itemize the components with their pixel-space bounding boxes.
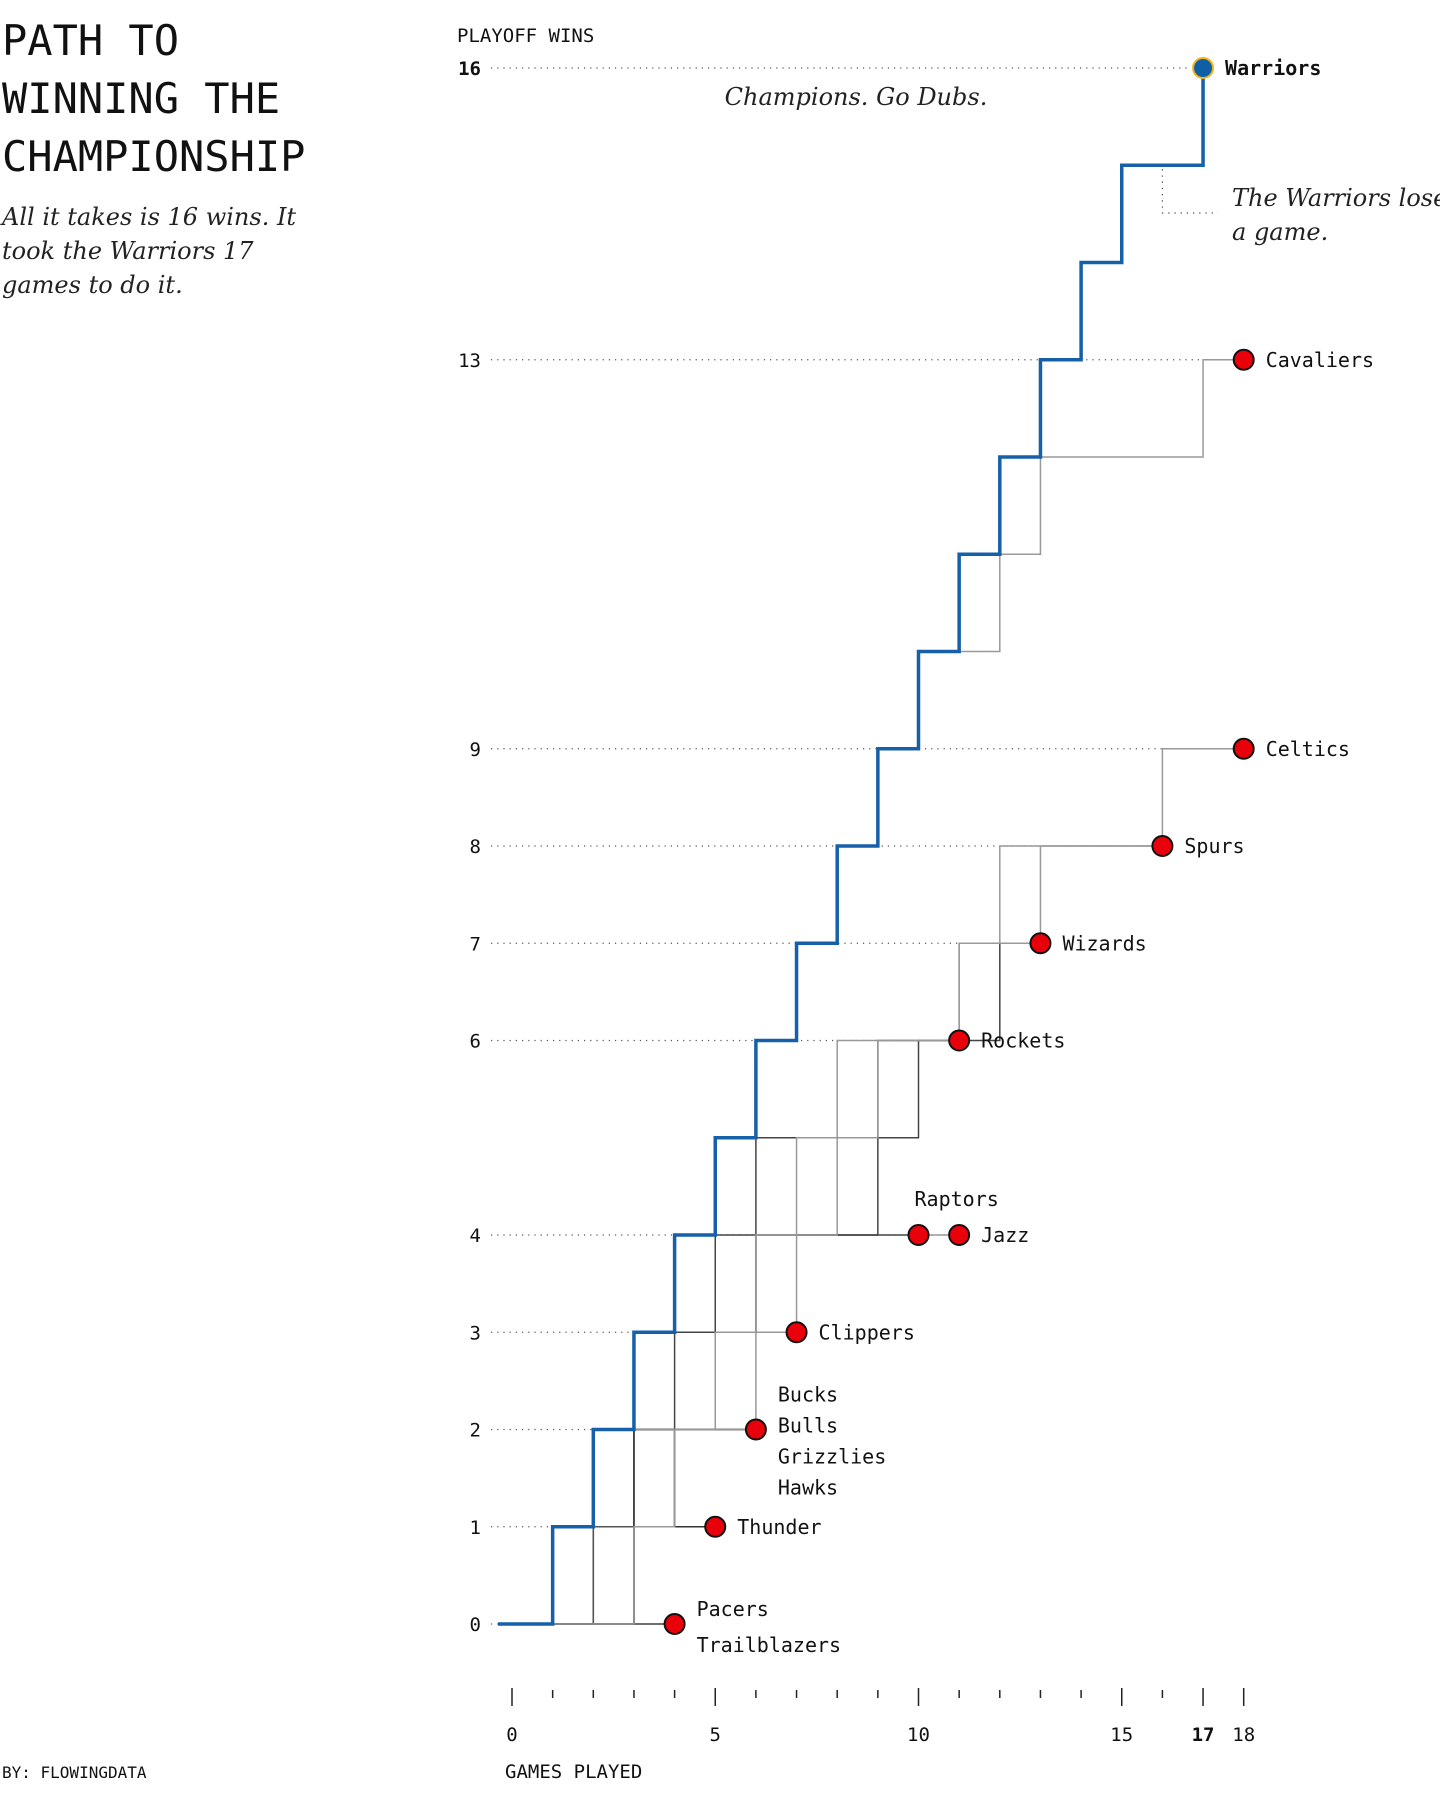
team-label: Cavaliers — [1266, 348, 1374, 372]
team-label: Thunder — [737, 1515, 821, 1539]
team-end-dot — [1232, 737, 1255, 760]
y-tick-label: 8 — [470, 836, 481, 858]
y-tick-label: 2 — [470, 1420, 481, 1442]
x-tick-label: 18 — [1232, 1724, 1255, 1746]
path-spurs — [498, 845, 1163, 1625]
x-tick-label: 17 — [1192, 1724, 1215, 1746]
y-tick-label: 16 — [458, 58, 481, 80]
team-label: Rockets — [981, 1029, 1065, 1053]
y-tick-label: 7 — [470, 933, 481, 955]
team-label: Bucks — [778, 1383, 838, 1407]
path-clippers — [498, 1331, 797, 1625]
team-end-dot — [744, 1418, 767, 1441]
path-warriors — [498, 68, 1205, 1626]
path-thunder — [498, 1526, 716, 1625]
team-label: Pacers — [697, 1597, 769, 1621]
team-label: Grizzlies — [778, 1445, 886, 1469]
byline: BY: FLOWINGDATA — [2, 1763, 147, 1782]
path-celtics — [498, 748, 1244, 1625]
x-tick-label: 0 — [506, 1724, 517, 1746]
team-label: Clippers — [819, 1320, 915, 1344]
team-end-dot — [1232, 348, 1255, 371]
y-tick-label: 0 — [470, 1614, 481, 1636]
path-cavaliers — [498, 359, 1244, 1625]
chart-subtitle: All it takes is 16 wins. It took the War… — [2, 203, 297, 299]
team-label: Wizards — [1062, 931, 1146, 955]
team-end-dot — [948, 1224, 971, 1246]
annotation-loss: a game. — [1232, 218, 1328, 246]
path-jazz — [498, 1234, 960, 1625]
team-end-dot — [704, 1515, 727, 1538]
champion-dot — [1192, 57, 1215, 79]
y-tick-label: 1 — [470, 1517, 481, 1539]
y-tick-label: 9 — [470, 739, 481, 761]
x-axis-label: GAMES PLAYED — [505, 1761, 642, 1783]
y-tick-label: 4 — [470, 1225, 481, 1247]
team-label: Trailblazers — [697, 1633, 842, 1657]
team-label: Hawks — [778, 1476, 838, 1500]
chart-title: PATH TO WINNING THE CHAMPIONSHIP — [2, 16, 306, 181]
team-label: Celtics — [1266, 737, 1350, 761]
team-label: Warriors — [1225, 56, 1321, 80]
team-end-dot — [907, 1224, 930, 1246]
team-label: Bulls — [778, 1414, 838, 1438]
team-label: Jazz — [981, 1223, 1029, 1247]
team-end-dot — [663, 1613, 686, 1635]
team-label: Spurs — [1184, 834, 1244, 858]
x-tick-label: 15 — [1110, 1724, 1133, 1746]
annotation-leader-line — [1161, 169, 1218, 214]
annotation-loss: The Warriors lose — [1232, 184, 1440, 212]
team-end-dot — [1029, 932, 1052, 955]
annotation-champions: Champions. Go Dubs. — [725, 83, 988, 111]
team-label: Raptors — [915, 1187, 999, 1211]
y-tick-label: 3 — [470, 1322, 481, 1344]
x-tick-label: 10 — [907, 1724, 930, 1746]
y-axis-label: PLAYOFF WINS — [457, 25, 594, 47]
team-end-dot — [948, 1029, 971, 1052]
y-tick-label: 13 — [458, 350, 481, 372]
x-tick-label: 5 — [710, 1724, 721, 1746]
team-end-dot — [1151, 835, 1174, 857]
team-end-dot — [785, 1321, 808, 1344]
y-tick-label: 6 — [470, 1031, 481, 1053]
